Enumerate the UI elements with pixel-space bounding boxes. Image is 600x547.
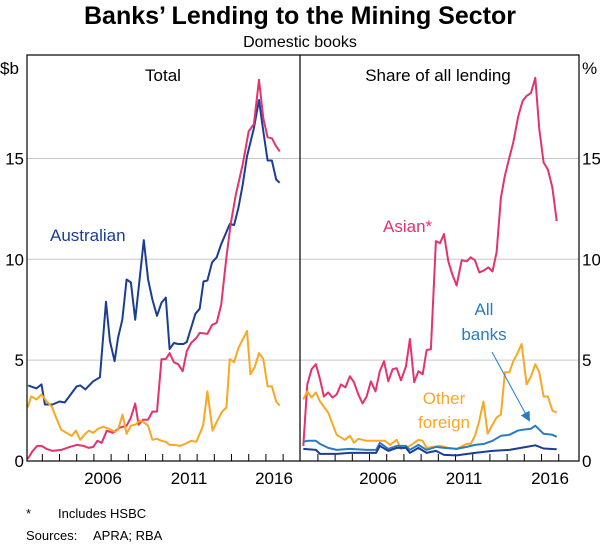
series-line-asian-total [26, 78, 281, 460]
y-tick-label-15: 15 [5, 149, 24, 168]
left-x-label-2016: 2016 [255, 469, 293, 488]
y-tick-label-0: 0 [15, 452, 24, 471]
sources-text: APRA; RBA [93, 528, 163, 543]
left-panel-title: Total [145, 66, 181, 85]
x-axis-ticks [41, 454, 560, 461]
label-all-banks-line1: All [475, 300, 494, 319]
right-x-label-2011: 2011 [446, 469, 483, 488]
series-line-australian-total [27, 99, 281, 406]
plot-frame [26, 54, 580, 462]
footnote-marker: * [26, 506, 31, 521]
y-tick-label-5: 5 [582, 351, 591, 370]
y-tick-label-0: 0 [582, 452, 591, 471]
y-tick-label-10: 10 [582, 250, 600, 269]
all-banks-arrow [491, 351, 530, 422]
left-x-label-2006: 2006 [84, 469, 122, 488]
right-y-unit: % [582, 59, 597, 78]
right-x-label-2006: 2006 [359, 469, 397, 488]
left-y-unit: $b [0, 59, 19, 78]
series-lines [26, 76, 558, 460]
chart-title: Banks’ Lending to the Mining Sector [84, 2, 516, 30]
right-panel-title: Share of all lending [365, 66, 511, 85]
label-all-banks-line2: banks [461, 325, 506, 344]
label-other-foreign-line1: Other [423, 389, 466, 408]
y-tick-label-15: 15 [582, 149, 600, 168]
right-x-label-2016: 2016 [531, 469, 569, 488]
y-axis-labels: 0 5 10 15 0 5 10 15 [5, 149, 600, 471]
footnote-text: Includes HSBC [58, 506, 146, 521]
series-line-asian-share [302, 76, 558, 446]
series-line-australian-share [303, 444, 557, 457]
label-asian: Asian* [383, 217, 433, 236]
label-other-foreign-line2: foreign [418, 413, 470, 432]
y-tick-label-5: 5 [15, 351, 24, 370]
series-line-other-foreign-total [26, 329, 281, 447]
gridlines [27, 157, 579, 361]
sources-label: Sources: [26, 528, 77, 543]
left-x-label-2011: 2011 [171, 469, 208, 488]
label-australian: Australian [50, 226, 126, 245]
series-line-all-banks-share [303, 424, 558, 451]
chart-subtitle: Domestic books [243, 34, 357, 51]
y-tick-label-10: 10 [5, 250, 24, 269]
